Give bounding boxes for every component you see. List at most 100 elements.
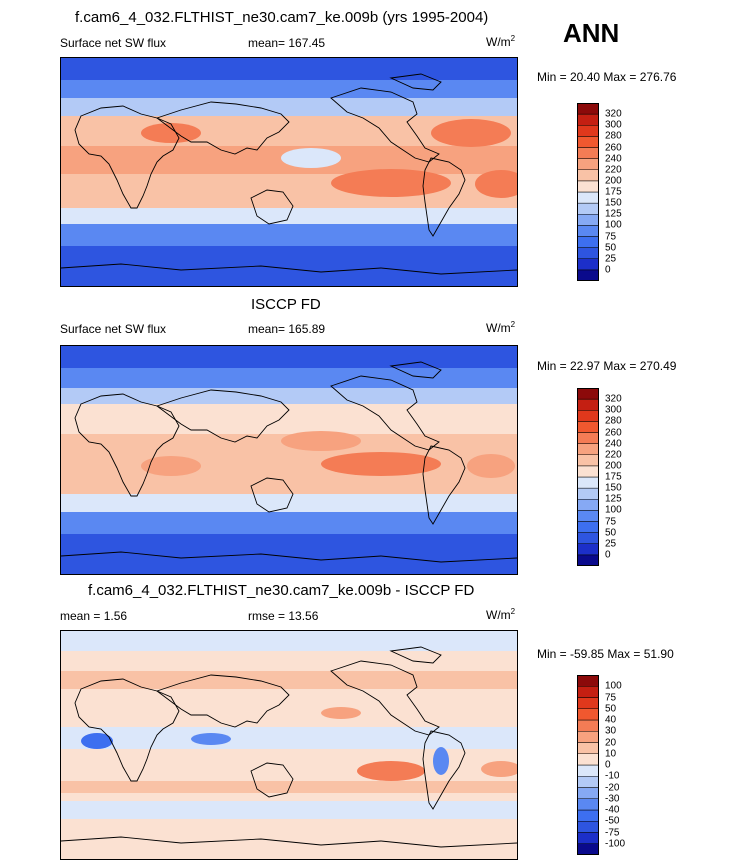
panel-3-colorbar bbox=[577, 675, 599, 855]
panel-2-colorbar-svg bbox=[577, 388, 599, 566]
colorbar-box-1-0 bbox=[577, 554, 599, 566]
colorbar-box-2-12 bbox=[577, 708, 599, 721]
panel-2-left-label: Surface net SW flux bbox=[60, 322, 167, 336]
colorbar-box-2-11 bbox=[577, 719, 599, 732]
colorbar-tick-label: 280 bbox=[605, 415, 622, 427]
colorbar-box-1-4 bbox=[577, 510, 599, 522]
colorbar-tick-label: 150 bbox=[605, 197, 622, 209]
panel-1-title: f.cam6_4_032.FLTHIST_ne30.cam7_ke.009b (… bbox=[75, 9, 489, 26]
colorbar-tick-label: 240 bbox=[605, 153, 622, 165]
colorbar-box-2-5 bbox=[577, 787, 599, 799]
colorbar-box-1-12 bbox=[577, 421, 599, 433]
colorbar-tick-label: 260 bbox=[605, 142, 622, 153]
colorbar-tick-label: 280 bbox=[605, 130, 622, 142]
colorbar-tick-label: -50 bbox=[605, 815, 620, 827]
colorbar-tick-label: 125 bbox=[605, 208, 622, 220]
colorbar-box-0-1 bbox=[577, 258, 599, 271]
colorbar-tick-label: 100 bbox=[605, 504, 622, 516]
colorbar-box-1-8 bbox=[577, 465, 599, 478]
colorbar-box-0-14 bbox=[577, 113, 599, 126]
panel-1-map bbox=[60, 57, 527, 287]
colorbar-box-2-10 bbox=[577, 731, 599, 743]
colorbar-tick-label: 20 bbox=[605, 737, 617, 748]
panel-3-left-label: mean = 1.56 bbox=[60, 609, 128, 623]
season-label: ANN bbox=[563, 18, 620, 48]
panel-2-map bbox=[60, 345, 518, 575]
colorbar-box-2-0 bbox=[577, 843, 599, 855]
colorbar-tick-label: 300 bbox=[605, 404, 622, 416]
colorbar-tick-label: -10 bbox=[605, 770, 620, 782]
colorbar-box-0-12 bbox=[577, 136, 599, 148]
colorbar-tick-label: 300 bbox=[605, 119, 622, 131]
colorbar-tick-label: -40 bbox=[605, 804, 620, 816]
colorbar-box-0-15 bbox=[577, 103, 599, 115]
colorbar-box-2-15 bbox=[577, 675, 599, 687]
colorbar-box-0-7 bbox=[577, 191, 599, 204]
colorbar-tick-label: 150 bbox=[605, 482, 622, 494]
colorbar-tick-label: 25 bbox=[605, 253, 617, 265]
colorbar-box-1-10 bbox=[577, 443, 599, 455]
panel-1-minmax: Min = 20.40 Max = 276.76 bbox=[537, 70, 677, 84]
panel-1-left-label: Surface net SW flux bbox=[60, 36, 167, 50]
panel-1-colorbar-svg bbox=[577, 103, 599, 281]
colorbar-box-0-6 bbox=[577, 202, 599, 215]
colorbar-box-2-3 bbox=[577, 809, 599, 822]
colorbar-tick-label: 320 bbox=[605, 393, 622, 405]
colorbar-tick-label: 200 bbox=[605, 460, 622, 472]
panel-3-center-label: rmse = 13.56 bbox=[248, 609, 319, 623]
colorbar-box-2-6 bbox=[577, 776, 599, 788]
colorbar-tick-label: -30 bbox=[605, 793, 620, 805]
panel-1-colorbar bbox=[577, 103, 599, 281]
colorbar-tick-label: 220 bbox=[605, 449, 622, 461]
colorbar-box-2-8 bbox=[577, 753, 599, 766]
colorbar-box-1-9 bbox=[577, 454, 599, 467]
colorbar-box-2-2 bbox=[577, 821, 599, 833]
colorbar-tick-label: -20 bbox=[605, 782, 620, 793]
colorbar-tick-label: 240 bbox=[605, 438, 622, 450]
colorbar-tick-label: -75 bbox=[605, 827, 620, 838]
colorbar-box-0-3 bbox=[577, 236, 599, 248]
panel-1-center-label: mean= 167.45 bbox=[248, 36, 326, 50]
panel-2-units: W/m2 bbox=[486, 320, 516, 335]
panel-3-map bbox=[60, 630, 521, 860]
colorbar-box-2-13 bbox=[577, 697, 599, 709]
colorbar-box-1-1 bbox=[577, 543, 599, 556]
colorbar-box-1-15 bbox=[577, 388, 599, 400]
colorbar-box-2-9 bbox=[577, 742, 599, 754]
colorbar-box-2-7 bbox=[577, 764, 599, 777]
panel-3-units: W/m2 bbox=[486, 607, 516, 622]
colorbar-tick-label: 50 bbox=[605, 242, 617, 254]
panel-3-title: f.cam6_4_032.FLTHIST_ne30.cam7_ke.009b -… bbox=[88, 582, 475, 599]
colorbar-tick-label: 175 bbox=[605, 471, 622, 483]
colorbar-tick-label: 100 bbox=[605, 219, 622, 231]
colorbar-tick-label: 100 bbox=[605, 680, 622, 692]
panel-3-colorbar-svg bbox=[577, 675, 599, 855]
colorbar-tick-label: 25 bbox=[605, 538, 617, 550]
colorbar-tick-label: 50 bbox=[605, 703, 617, 715]
colorbar-box-1-6 bbox=[577, 487, 599, 500]
colorbar-box-1-13 bbox=[577, 410, 599, 422]
colorbar-tick-label: 75 bbox=[605, 516, 617, 527]
panel-3-minmax: Min = -59.85 Max = 51.90 bbox=[537, 647, 674, 661]
panel-2-title: ISCCP FD bbox=[251, 296, 321, 313]
colorbar-box-0-11 bbox=[577, 147, 599, 159]
colorbar-tick-label: 75 bbox=[605, 231, 617, 242]
colorbar-box-0-2 bbox=[577, 247, 599, 259]
colorbar-tick-label: 30 bbox=[605, 725, 617, 737]
colorbar-box-0-8 bbox=[577, 180, 599, 193]
colorbar-box-1-2 bbox=[577, 532, 599, 544]
colorbar-tick-label: 260 bbox=[605, 427, 622, 438]
colorbar-box-0-13 bbox=[577, 125, 599, 137]
colorbar-tick-label: 0 bbox=[605, 549, 611, 561]
colorbar-box-0-10 bbox=[577, 158, 599, 170]
colorbar-box-1-11 bbox=[577, 432, 599, 444]
colorbar-box-2-4 bbox=[577, 798, 599, 811]
colorbar-tick-label: 0 bbox=[605, 759, 611, 771]
colorbar-box-2-1 bbox=[577, 832, 599, 844]
colorbar-box-0-9 bbox=[577, 169, 599, 182]
panel-2-colorbar bbox=[577, 388, 599, 566]
colorbar-tick-label: 50 bbox=[605, 527, 617, 539]
colorbar-tick-label: 40 bbox=[605, 714, 617, 726]
colorbar-tick-label: 125 bbox=[605, 493, 622, 505]
colorbar-box-0-0 bbox=[577, 269, 599, 281]
